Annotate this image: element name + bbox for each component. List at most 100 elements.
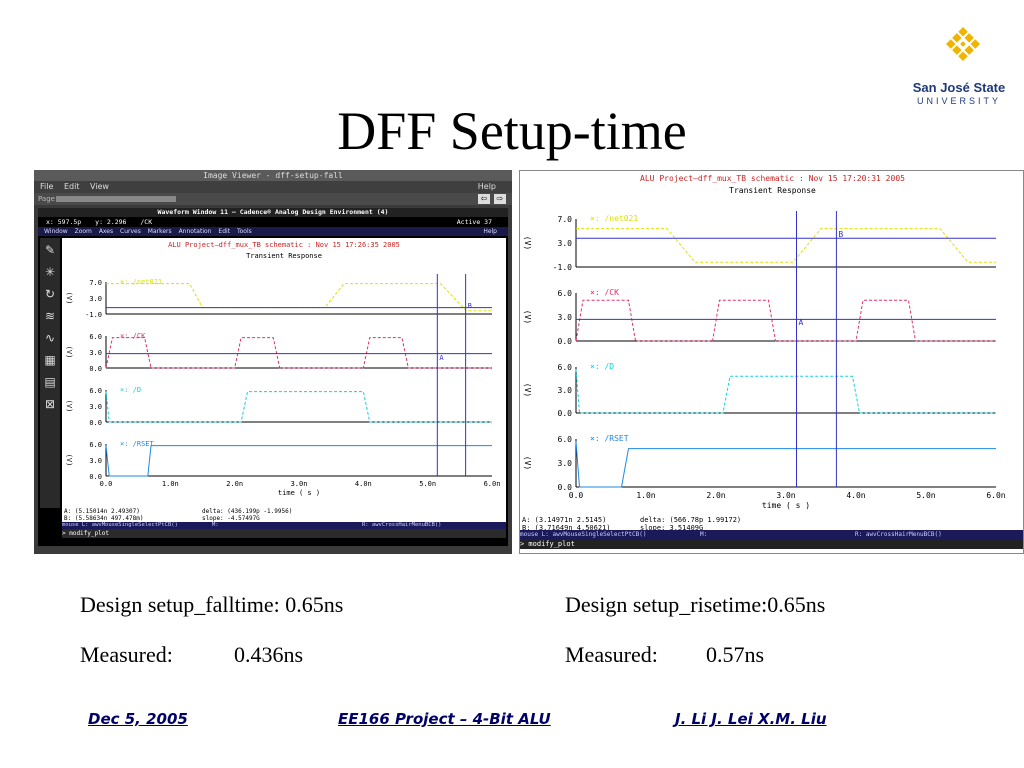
plot-title: Transient Response: [246, 252, 322, 260]
table-icon[interactable]: ▤: [44, 375, 56, 389]
left-marker-readout: A: (5.15014n 2.49307) delta: (436.199p -…: [62, 506, 506, 522]
y-tick-label: -1.0: [553, 263, 572, 272]
right-waveform-svg[interactable]: ALU Project—dff_mux_TB schematic : Nov 1…: [520, 171, 1024, 514]
ww-menu-markers[interactable]: Markers: [147, 228, 172, 235]
ww-menu-annotation[interactable]: Annotation: [178, 228, 212, 235]
readout-slope: slope: 3.51409G: [640, 524, 703, 532]
x-tick-label: 3.0n: [776, 491, 795, 500]
x-tick-label: 4.0n: [846, 491, 865, 500]
right-mouse-bar: mouse L: awvMouseSingleSelectPtCB() M: R…: [520, 530, 1023, 539]
menu-help[interactable]: Help: [477, 182, 496, 191]
waveform-menubar: Window Zoom Axes Curves Markers Annotati…: [38, 227, 508, 236]
menu-file[interactable]: File: [40, 182, 54, 191]
logo-wordmark: San José State: [912, 80, 1006, 95]
x-tick-label: 2.0n: [706, 491, 725, 500]
plot-header: ALU Project—dff_mux_TB schematic : Nov 1…: [640, 174, 905, 183]
page-label: Page: [38, 195, 55, 203]
cursor-y: y: 2.296: [95, 218, 127, 226]
footer-date: Dec 5, 2005: [88, 710, 188, 728]
left-mouse-bar: mouse L: awvMouseSingleSelectPtCB() M: R…: [62, 522, 506, 529]
mouse-m: M:: [212, 522, 219, 528]
signal-name-1: ×: /CK: [590, 288, 619, 297]
waveform-toolbar: ✎ ✳ ↻ ≋ ∿ ▦ ▤ ⊠: [40, 238, 60, 508]
ww-menu-window[interactable]: Window: [44, 228, 68, 235]
readout-a: A: (5.15014n 2.49307): [64, 508, 140, 515]
ww-menu-curves[interactable]: Curves: [120, 228, 141, 235]
waveform-trace-1: [575, 299, 996, 342]
y-tick-label: 7.0: [89, 279, 102, 287]
y-tick-label: 3.0: [558, 386, 573, 395]
marker-a-label: A: [799, 318, 804, 327]
y-unit-label: (V): [65, 400, 73, 413]
ww-menu-edit[interactable]: Edit: [218, 228, 231, 235]
signal-name-3: ×: /RSET: [120, 440, 155, 448]
waveform-trace-0: [576, 228, 996, 263]
x-tick-label: 4.0n: [355, 480, 372, 488]
y-unit-label: (V): [523, 310, 532, 324]
y-tick-label: 7.0: [558, 215, 573, 224]
readout-b: B: (3.71649n 4.50621): [522, 524, 611, 532]
footer-authors: J. Li J. Lei X.M. Liu: [675, 710, 827, 728]
waveform-trace-2: [575, 369, 996, 414]
left-design-spec: Design setup_falltime: 0.65ns: [80, 592, 344, 617]
mouse-r: R: awvCrossHairMenuBCB(): [362, 522, 442, 528]
left-command-line[interactable]: > modify_plot: [62, 529, 506, 538]
left-waveform-plot[interactable]: ALU Project—dff_mux_TB schematic : Nov 1…: [62, 238, 506, 506]
image-viewer-menubar: File Edit View Help: [34, 181, 512, 193]
university-logo: [946, 27, 980, 61]
y-tick-label: 6.0: [558, 435, 573, 444]
left-measured-label: Measured:: [80, 642, 173, 667]
y-tick-label: 3.0: [89, 403, 102, 411]
y-tick-label: 0.0: [558, 483, 573, 492]
signal-name-0: ×: /net021: [120, 278, 162, 286]
marker-b-label: B: [468, 302, 472, 310]
signal-name-2: ×: /D: [120, 386, 141, 394]
mouse-m: M:: [700, 531, 708, 538]
page-bar: Page ⇦ ⇨: [34, 193, 512, 205]
cursor-readout: x: 597.5p y: 2.296 /CK Active 37: [38, 217, 508, 227]
y-unit-label: (V): [65, 292, 73, 305]
y-tick-label: 0.0: [89, 419, 102, 427]
x-tick-label: 5.0n: [419, 480, 436, 488]
ww-menu-axes[interactable]: Axes: [98, 228, 114, 235]
menu-view[interactable]: View: [89, 182, 109, 191]
right-command-line[interactable]: > modify_plot: [520, 539, 1023, 549]
calculator-icon[interactable]: ▦: [44, 353, 56, 367]
pencil-icon[interactable]: ✎: [44, 243, 56, 257]
menu-edit[interactable]: Edit: [63, 182, 80, 191]
y-tick-label: 0.0: [558, 409, 573, 418]
next-page-icon[interactable]: ⇨: [494, 194, 506, 204]
x-tick-label: 6.0n: [986, 491, 1005, 500]
strip-icon[interactable]: ≋: [44, 309, 56, 323]
curve-icon[interactable]: ∿: [44, 331, 56, 345]
right-marker-readout: A: (3.14971n 2.5145) delta: (566.78p 1.9…: [520, 514, 1023, 532]
readout-slope: slope: -4.57497G: [202, 515, 260, 522]
page-slider[interactable]: [56, 196, 176, 202]
y-tick-label: 6.0: [558, 363, 573, 372]
waveform-trace-3: [575, 441, 996, 488]
ww-menu-zoom[interactable]: Zoom: [74, 228, 92, 235]
crosshair-icon[interactable]: ✳: [44, 265, 56, 279]
ww-menu-tools[interactable]: Tools: [236, 228, 252, 235]
left-screenshot: Image Viewer - dff-setup-fall File Edit …: [34, 170, 512, 554]
image-viewer-titlebar: Image Viewer - dff-setup-fall: [34, 170, 512, 181]
export-icon[interactable]: ⊠: [44, 397, 56, 411]
signal-name-3: ×: /RSET: [590, 434, 629, 443]
readout-delta: delta: (566.78p 1.99172): [640, 516, 741, 524]
x-tick-label: 0.0: [100, 480, 113, 488]
logo-subwordmark: UNIVERSITY: [916, 96, 1001, 106]
redraw-icon[interactable]: ↻: [44, 287, 56, 301]
x-tick-label: 1.0n: [162, 480, 179, 488]
signal-name-0: ×: /net021: [590, 214, 638, 223]
y-tick-label: 0.0: [89, 365, 102, 373]
right-measured-value: 0.57ns: [706, 642, 765, 667]
right-design-spec: Design setup_risetime:0.65ns: [565, 592, 826, 617]
ww-menu-help[interactable]: Help: [483, 228, 497, 235]
left-waveform-svg: ALU Project—dff_mux_TB schematic : Nov 1…: [65, 241, 500, 497]
x-axis-title: time ( s ): [278, 489, 320, 497]
prev-page-icon[interactable]: ⇦: [478, 194, 490, 204]
waveform-trace-3: [105, 445, 492, 477]
plot-title: Transient Response: [729, 186, 816, 195]
signal-name-1: ×: /CK: [120, 332, 146, 340]
marker-a-label: A: [439, 354, 444, 362]
